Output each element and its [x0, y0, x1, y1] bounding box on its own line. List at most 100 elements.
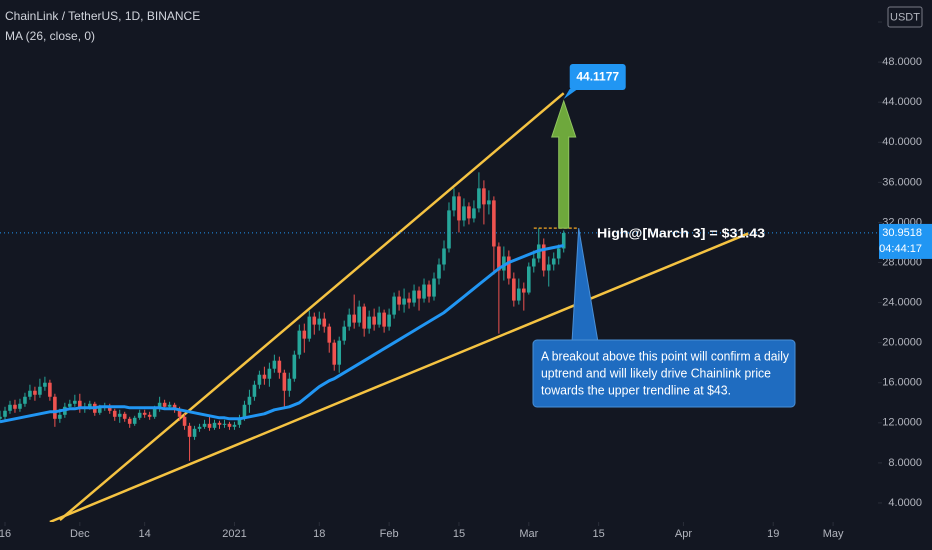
candle-body [267, 368, 272, 379]
candle-body [212, 422, 217, 428]
candle-body [3, 410, 7, 417]
y-tick-label: 16.0000 [882, 377, 922, 389]
candle-body [447, 210, 451, 249]
candle-body [322, 318, 327, 327]
y-tick-label: 12.0000 [882, 417, 922, 429]
x-tick-label: Feb [380, 528, 399, 540]
candle-body [422, 284, 426, 299]
candle-body [73, 400, 77, 404]
candle-body [327, 326, 332, 343]
candle-body [362, 306, 366, 329]
candle-body [367, 316, 371, 329]
candle-body [132, 417, 137, 424]
y-tick-label: 28.0000 [882, 256, 922, 268]
callout-box [532, 339, 796, 408]
candle-body [541, 244, 546, 271]
candle-body [372, 316, 376, 325]
candle-body [467, 206, 471, 219]
candle-body [78, 400, 82, 409]
candle-body [262, 374, 267, 379]
candle-body [48, 382, 52, 397]
candle-body [112, 410, 117, 417]
callout-text: A breakout above this point will confirm… [541, 349, 790, 363]
target-arrow [551, 99, 577, 229]
x-tick-label: May [823, 528, 844, 540]
currency-box[interactable] [887, 6, 923, 28]
plot-area [0, 92, 878, 522]
candle-body [531, 258, 536, 267]
candle-body [172, 404, 177, 409]
y-tick-label: 24.0000 [882, 296, 922, 308]
candle-body [512, 278, 516, 301]
last-price-label: 30.9518 [882, 227, 922, 239]
x-tick-label: Apr [675, 528, 692, 540]
candle-body [517, 288, 521, 301]
callout-text: towards the upper trendline at $43. [541, 383, 731, 397]
candle-body [97, 407, 102, 413]
candle-body [0, 416, 2, 419]
candle-body [68, 403, 72, 407]
candle-body [546, 264, 551, 271]
chart-title: ChainLink / TetherUS, 1D, BINANCE [5, 9, 200, 23]
candle-body [202, 423, 207, 427]
target-pointer [563, 89, 578, 100]
candle-body [387, 314, 391, 327]
candle-body [497, 246, 501, 271]
callout-text: uptrend and will likely drive Chainlink … [541, 366, 771, 380]
candle-body [312, 316, 317, 325]
candle-body [487, 200, 491, 205]
candle-body [167, 404, 172, 407]
x-tick-label: 15 [593, 528, 605, 540]
x-tick-label: Mar [519, 528, 538, 540]
candle-body [397, 296, 401, 305]
x-tick-label: 16 [0, 528, 11, 540]
candle-body [222, 423, 227, 425]
candle-body [437, 264, 441, 279]
candle-body [187, 425, 192, 437]
candle-body [33, 390, 37, 395]
candle-body [117, 413, 122, 417]
candle-body [8, 404, 12, 411]
candle-body [242, 404, 247, 419]
candle-body [507, 256, 511, 279]
last-price-box [879, 223, 932, 259]
candle-body [551, 258, 556, 265]
annotations: A breakout above this point will confirm… [532, 64, 796, 408]
candle-body [277, 360, 282, 373]
candle-body [232, 424, 237, 427]
y-tick-label: 8.0000 [888, 457, 922, 469]
candle-body [28, 390, 32, 397]
candle-body [297, 330, 302, 355]
candle-body [207, 423, 212, 428]
candle-body [492, 200, 496, 247]
candle-body [23, 396, 27, 404]
candle-body [402, 298, 406, 305]
candle-body [442, 248, 446, 265]
candle-body [292, 354, 297, 379]
candle-body [38, 386, 42, 395]
candle-body [561, 232, 566, 249]
candle-body [217, 422, 222, 425]
high-label: High@[March 3] = $31.43 [597, 226, 765, 241]
indicator-label: MA (26, close, 0) [5, 29, 95, 43]
axes: 4.0000 8.0000 12.0000 16.0000 20.0000 24.0000… [0, 16, 932, 540]
x-tick-label: 15 [453, 528, 465, 540]
y-tick-label: 20.0000 [882, 337, 922, 349]
candle-body [526, 266, 531, 293]
target-box [569, 64, 626, 91]
candle-body [147, 414, 152, 417]
candle-body [157, 402, 162, 409]
candle-body [127, 418, 132, 424]
candle-body [247, 396, 252, 405]
candle-body [307, 316, 312, 339]
candle-body [377, 312, 381, 325]
candle-body [162, 402, 167, 407]
candle-body [257, 374, 262, 385]
candle-body [53, 396, 57, 419]
candle-body [462, 206, 466, 221]
candle-body [482, 188, 486, 205]
candle-body [197, 426, 202, 429]
x-tick-label: 18 [313, 528, 325, 540]
